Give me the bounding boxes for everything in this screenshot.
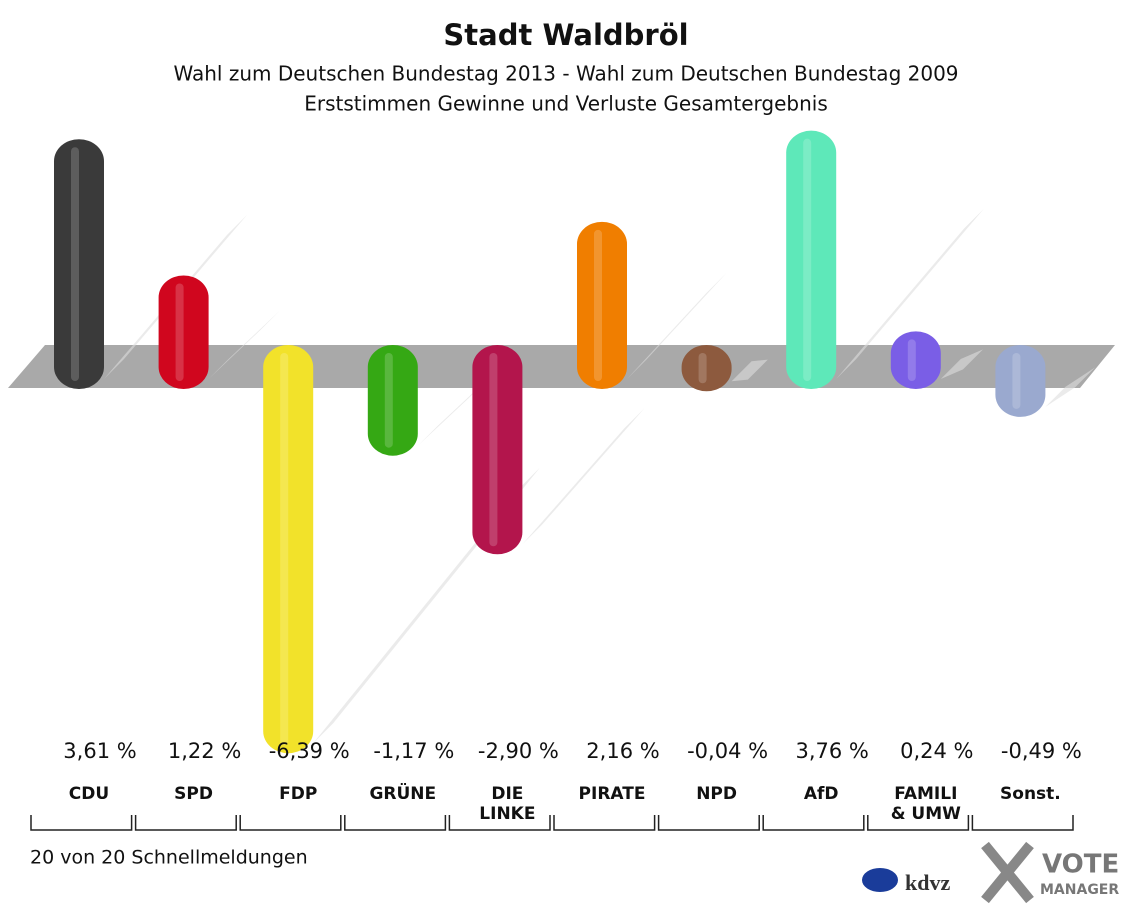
- bar-highlight: [384, 353, 393, 448]
- bar-highlight: [489, 353, 498, 547]
- bar-shadow: [208, 310, 281, 379]
- bracket: [657, 815, 760, 831]
- value-label: 2,16 %: [586, 739, 659, 763]
- bracket: [762, 815, 865, 831]
- value-label: -0,04 %: [687, 739, 768, 763]
- bar-highlight: [1012, 353, 1021, 409]
- bar: [995, 345, 1046, 417]
- bar-shadow: [940, 349, 983, 379]
- bar: [786, 130, 837, 389]
- bar-shadow: [417, 378, 488, 446]
- bar: [472, 345, 523, 555]
- bar-shadow: [731, 359, 768, 382]
- bar-highlight: [175, 283, 184, 381]
- x-tick-label: CDU: [68, 784, 110, 804]
- x-tick-label: FDP: [279, 784, 318, 804]
- chart-subtitle: Wahl zum Deutschen Bundestag 2013 - Wahl…: [173, 62, 958, 86]
- logo-icon: [862, 868, 898, 892]
- chart-title: Stadt Waldbröl: [443, 18, 688, 52]
- value-label: 0,24 %: [900, 739, 973, 763]
- bar-highlight: [698, 353, 707, 384]
- bar-highlight: [907, 339, 916, 381]
- logo-text: kdvz: [905, 870, 950, 895]
- bar-highlight: [71, 147, 79, 381]
- bar: [367, 345, 418, 456]
- bracket: [134, 815, 237, 831]
- bracket: [553, 815, 656, 831]
- bar-highlight: [803, 138, 812, 381]
- x-tick-label: FAMILI & UMW: [890, 784, 961, 824]
- value-label: 1,22 %: [168, 739, 241, 763]
- logo-text: MANAGER: [1040, 882, 1119, 898]
- x-tick-label: NPD: [696, 784, 737, 804]
- logo-cross: [981, 841, 1034, 904]
- bracket: [971, 815, 1074, 831]
- value-label: 3,61 %: [63, 739, 136, 763]
- bar-shadow: [1045, 367, 1096, 407]
- value-label: -6,39 %: [269, 739, 350, 763]
- bar-shadow: [522, 408, 645, 545]
- value-label: -0,49 %: [1001, 739, 1082, 763]
- chart-subtitle: Erststimmen Gewinne und Verluste Gesamte…: [304, 92, 828, 116]
- bracket: [448, 815, 551, 831]
- bar: [54, 139, 104, 389]
- bar: [158, 275, 209, 389]
- bracket: [239, 815, 342, 831]
- bar-shadow: [627, 272, 727, 379]
- bar: [577, 221, 627, 389]
- x-tick-label: DIE LINKE: [479, 784, 536, 824]
- bracket: [344, 815, 447, 831]
- bar: [263, 345, 314, 754]
- bar-highlight: [280, 353, 289, 746]
- value-label: -1,17 %: [373, 739, 454, 763]
- x-tick-label: SPD: [174, 784, 213, 804]
- value-label: 3,76 %: [796, 739, 869, 763]
- bar-shadow: [836, 208, 984, 379]
- bar: [890, 331, 941, 389]
- x-tick-label: PIRATE: [578, 784, 646, 804]
- x-tick-label: AfD: [803, 784, 839, 804]
- bracket: [30, 815, 133, 831]
- value-label: -2,90 %: [478, 739, 559, 763]
- bracket: [867, 815, 970, 831]
- x-tick-label: GRÜNE: [369, 784, 437, 804]
- bar: [681, 345, 732, 392]
- bar-highlight: [594, 229, 602, 381]
- x-tick-label: Sonst.: [1000, 784, 1061, 804]
- logo-text: VOTE: [1042, 850, 1119, 880]
- footer: 20 von 20 Schnellmeldungen: [30, 847, 308, 869]
